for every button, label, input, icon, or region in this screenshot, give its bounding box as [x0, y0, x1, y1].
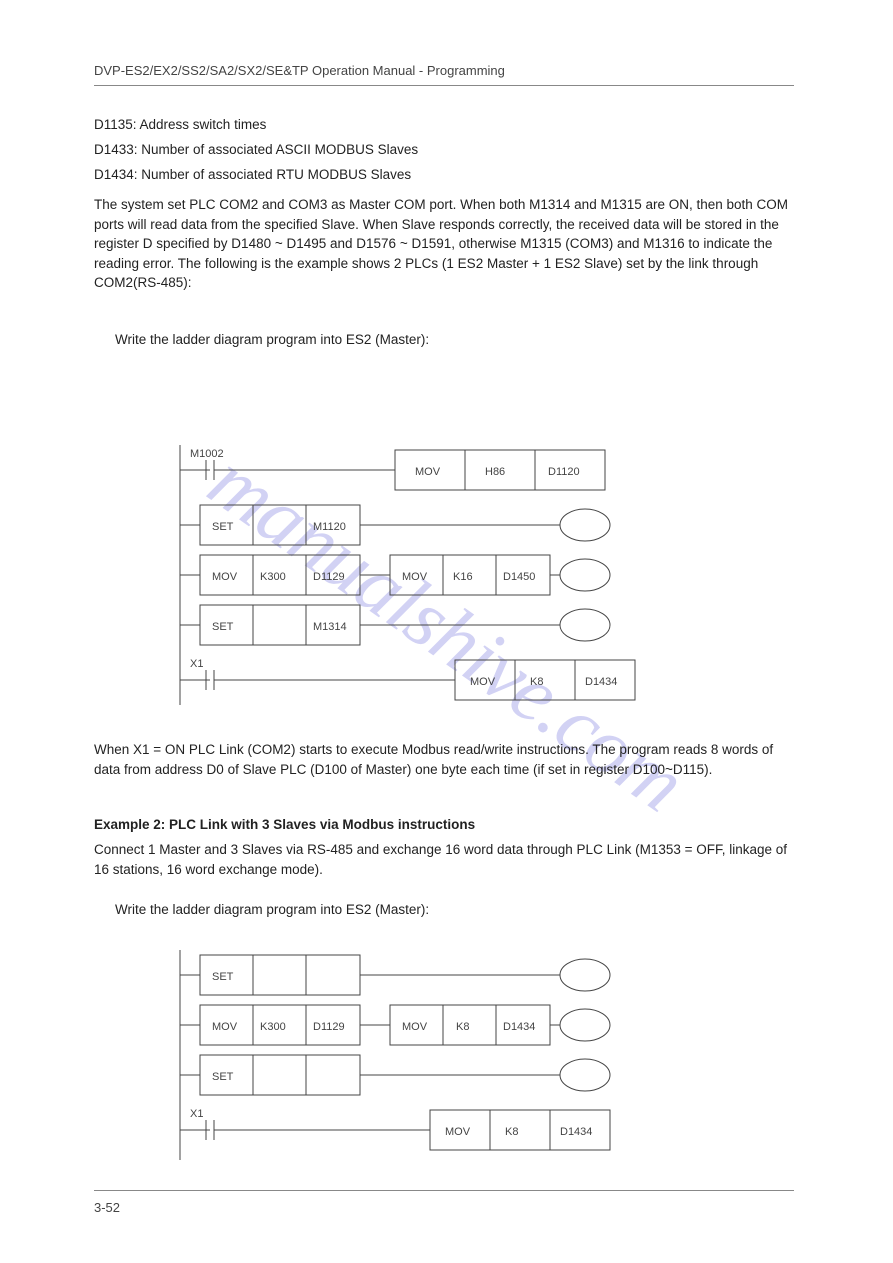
- r1-contact-label: M1002: [190, 448, 224, 460]
- r4-op2: M1314: [313, 621, 347, 633]
- para-3: D1434: Number of associated RTU MODBUS S…: [94, 165, 794, 185]
- footer-rule: [94, 1190, 794, 1191]
- d2-r2-instr2: MOV: [402, 1021, 428, 1033]
- d2-r1-instr: SET: [212, 971, 234, 983]
- rung-4: SET M1314: [180, 605, 610, 645]
- r5-op2: D1434: [585, 676, 617, 688]
- d2-rung-3: SET: [180, 1055, 610, 1095]
- r3-op4: D1450: [503, 571, 535, 583]
- d2-r4-op1: K8: [505, 1126, 518, 1138]
- d2-r2-instr: MOV: [212, 1021, 238, 1033]
- d2-r2-op4: D1434: [503, 1021, 535, 1033]
- d2-r2-op2: D1129: [313, 1021, 345, 1033]
- r3-op1: K300: [260, 571, 286, 583]
- header-left: DVP-ES2/EX2/SS2/SA2/SX2/SE&TP Operation …: [94, 63, 505, 78]
- r2-instr: SET: [212, 521, 234, 533]
- r5-instr: MOV: [470, 676, 496, 688]
- para-8: Write the ladder diagram program into ES…: [115, 900, 795, 920]
- r3-op3: K16: [453, 571, 473, 583]
- d2-r2-op1: K300: [260, 1021, 286, 1033]
- ladder-diagram-2: SET MOV K300 D1129 MOV K8 D1434: [170, 950, 720, 1170]
- d2-rung-2: MOV K300 D1129 MOV K8 D1434: [180, 1005, 610, 1045]
- r2-op2: M1120: [313, 521, 346, 533]
- rung-1: M1002 MOV H86 D1120: [180, 448, 605, 490]
- page: manualshive.com DVP-ES2/EX2/SS2/SA2/SX2/…: [0, 0, 893, 1263]
- para-7: Connect 1 Master and 3 Slaves via RS-485…: [94, 840, 794, 879]
- r3-op2: D1129: [313, 571, 345, 583]
- r4-instr: SET: [212, 621, 234, 633]
- r1-op1: H86: [485, 466, 505, 478]
- para-4: The system set PLC COM2 and COM3 as Mast…: [94, 195, 794, 293]
- para-6: When X1 = ON PLC Link (COM2) starts to e…: [94, 740, 794, 779]
- header-rule: [94, 85, 794, 86]
- d2-r4-instr: MOV: [445, 1126, 471, 1138]
- d2-r4-contact: X1: [190, 1108, 203, 1120]
- para-2: D1433: Number of associated ASCII MODBUS…: [94, 140, 794, 160]
- d2-rung-4: X1 MOV K8 D1434: [180, 1108, 610, 1150]
- para-7-title: Example 2: PLC Link with 3 Slaves via Mo…: [94, 815, 794, 835]
- d2-r3-instr: SET: [212, 1071, 234, 1083]
- r1-op2: D1120: [548, 466, 580, 478]
- d2-r4-op2: D1434: [560, 1126, 592, 1138]
- d2-rung-1: SET: [180, 955, 610, 995]
- para-5: Write the ladder diagram program into ES…: [115, 330, 795, 350]
- r5-contact: X1: [190, 658, 203, 670]
- r1-instr: MOV: [415, 466, 441, 478]
- r5-op1: K8: [530, 676, 543, 688]
- d2-r2-op3: K8: [456, 1021, 469, 1033]
- footer-left: 3-52: [94, 1200, 120, 1215]
- r3-instr2: MOV: [402, 571, 428, 583]
- rung-5: X1 MOV K8 D1434: [180, 658, 635, 700]
- rung-3: MOV K300 D1129 MOV K16 D1450: [180, 555, 610, 595]
- r3-instr: MOV: [212, 571, 238, 583]
- rung-2: SET M1120: [180, 505, 610, 545]
- para-1: D1135: Address switch times: [94, 115, 794, 135]
- ladder-diagram-1: M1002 MOV H86 D1120 SET M1120: [170, 445, 720, 715]
